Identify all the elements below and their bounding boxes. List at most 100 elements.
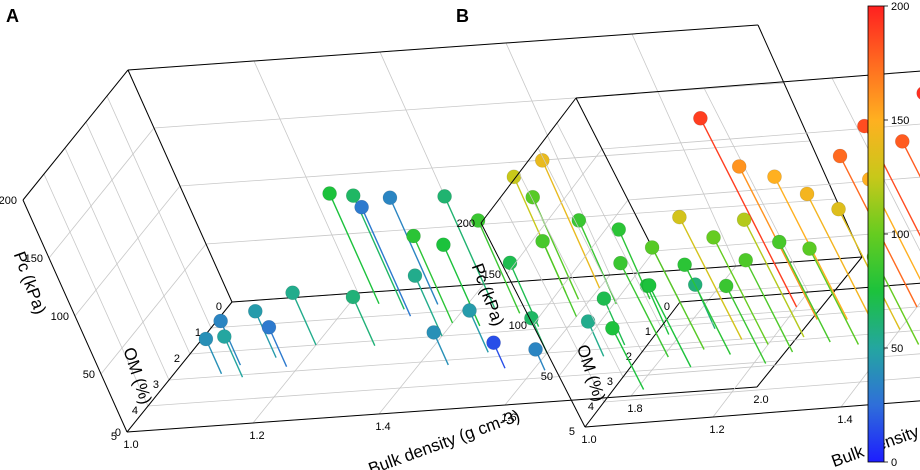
drop-line (678, 216, 743, 340)
grid-line (603, 376, 920, 403)
x-tick-label: 2.0 (753, 394, 768, 406)
data-point (354, 199, 369, 215)
axis-frame-edge (480, 222, 586, 428)
data-point (736, 212, 752, 227)
grid-line (558, 250, 655, 377)
data-point (198, 331, 214, 347)
data-point (486, 335, 501, 351)
grid-line (660, 306, 920, 328)
y-tick-label: 4 (588, 401, 594, 413)
x-tick-label: 1.8 (627, 403, 642, 415)
x-tick-label: 1.0 (123, 439, 138, 451)
data-point (502, 255, 518, 271)
grid-line (189, 308, 821, 355)
drop-line (414, 275, 443, 337)
data-point (528, 342, 543, 357)
data-point (525, 189, 541, 205)
data-point (693, 111, 708, 126)
grid-line (532, 199, 629, 326)
y-tick-label: 1 (645, 326, 651, 338)
data-point (771, 234, 787, 250)
drop-line (684, 264, 732, 355)
data-point (437, 189, 452, 204)
drop-line (532, 196, 580, 300)
data-point (802, 241, 817, 256)
drop-line (778, 241, 831, 343)
data-point (731, 159, 747, 174)
data-point (285, 285, 300, 301)
drop-line (291, 292, 317, 346)
data-point (261, 319, 277, 335)
data-point (718, 278, 734, 294)
data-point (322, 186, 337, 201)
drop-line (328, 193, 380, 305)
axis-frame-edge (480, 97, 577, 224)
axis-frame-edge (575, 70, 920, 99)
data-point (407, 268, 423, 283)
panel-label-a: A (6, 6, 19, 26)
y-tick-label: 1 (195, 327, 201, 339)
data-point (916, 86, 920, 100)
x-tick-label: 1.2 (709, 424, 724, 436)
drop-line (806, 193, 875, 325)
colorbar-tick-label: 0 (891, 457, 897, 469)
z-tick-label: 0 (115, 427, 121, 439)
data-point (213, 313, 228, 329)
data-point (832, 148, 848, 164)
x-tick-label: 1.0 (581, 434, 596, 446)
colorbar-tick-label: 200 (891, 1, 909, 13)
axis-frame-edge (22, 69, 129, 201)
data-point (613, 255, 628, 271)
x-tick-label: 1.4 (837, 414, 852, 426)
drop-line (745, 259, 794, 353)
drop-line (477, 220, 521, 314)
grid-line (630, 265, 737, 397)
axis-frame-edge (231, 256, 863, 303)
grid-line (641, 329, 920, 353)
colorbar: 0 50 100 150 200 (867, 1, 909, 469)
drop-line (699, 117, 798, 308)
grid-line (627, 176, 920, 201)
grid-line (147, 360, 779, 407)
data-point (426, 325, 442, 340)
data-point (596, 291, 612, 306)
drop-line (223, 336, 244, 378)
drop-line (360, 206, 412, 317)
drop-line (648, 285, 692, 368)
axis-frame-edge (584, 400, 920, 428)
axis-frame-edge (584, 301, 681, 428)
grid-line (601, 123, 920, 150)
data-point (345, 289, 361, 305)
x-tick-label: 1.2 (249, 430, 264, 442)
data-point (535, 233, 550, 249)
drop-line (901, 141, 920, 178)
data-point (248, 303, 263, 319)
data-point (580, 314, 596, 329)
drop-line (254, 310, 277, 358)
data-point (462, 303, 477, 318)
data-point (706, 230, 721, 245)
grid-line (48, 127, 155, 259)
data-point (382, 190, 398, 206)
grid-line (100, 243, 207, 375)
drop-line (220, 320, 242, 366)
colorbar-tick-label: 150 (891, 115, 909, 127)
drop-line (443, 196, 496, 309)
z-tick-label: 150 (25, 253, 43, 265)
data-point (605, 320, 620, 336)
axis-frame-edge (679, 282, 920, 303)
data-point (217, 329, 232, 344)
z-axis-title: Pc (kPa) (10, 249, 50, 317)
grid-line (504, 274, 611, 406)
y-tick-label: 2 (174, 353, 180, 365)
z-tick-label: 200 (457, 218, 475, 230)
drop-line (725, 285, 767, 364)
drop-line (389, 197, 439, 305)
y-axis-title: OM (%) (119, 345, 155, 407)
z-tick-label: 150 (483, 269, 501, 281)
grid-line (506, 148, 603, 275)
z-tick-label: 100 (51, 311, 69, 323)
